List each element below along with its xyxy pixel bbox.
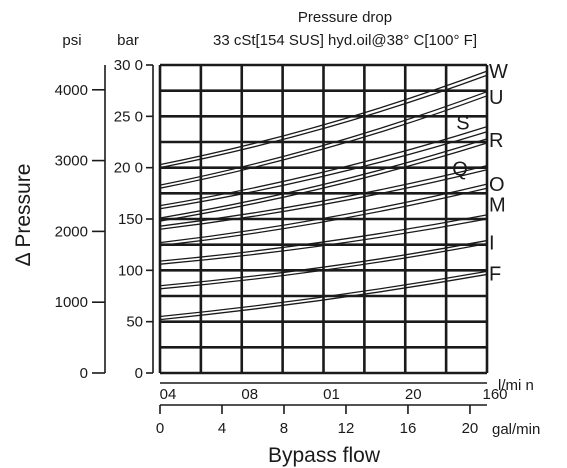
curve-O	[159, 183, 488, 244]
curve-R	[159, 138, 488, 219]
psi-tick-label: 3000	[55, 153, 88, 170]
curve-O	[159, 187, 488, 247]
bar-tick-label: 100	[118, 262, 143, 279]
chart-title: Pressure drop	[298, 9, 392, 26]
chart-subtitle: 33 cSt[154 SUS] hyd.oil@38° C[100° F]	[213, 32, 477, 49]
lpm-tick-label: 04	[160, 386, 177, 403]
curve-label-R: R	[489, 130, 503, 152]
curve-R	[159, 142, 488, 222]
x-axis-label: Bypass flow	[268, 444, 381, 467]
curve-label-M: M	[489, 195, 506, 217]
gpm-tick-label: 20	[462, 420, 479, 437]
curve-label-U: U	[489, 87, 503, 109]
curve-Q	[159, 164, 488, 227]
gpm-tick-label: 12	[338, 420, 355, 437]
gpm-tick-label: 16	[400, 420, 417, 437]
bar-axis-unit: bar	[117, 32, 139, 49]
curve-label-F: F	[489, 263, 501, 285]
gpm-tick-label: 0	[156, 420, 164, 437]
psi-tick-label: 2000	[55, 223, 88, 240]
curve-S	[159, 125, 488, 207]
psi-axis-unit: psi	[62, 32, 81, 49]
lpm-tick-label: 01	[323, 386, 340, 403]
curve-I	[159, 239, 488, 287]
curve-U	[159, 95, 488, 189]
curve-I	[159, 243, 488, 290]
curve-label-O: O	[489, 174, 505, 196]
curve-W	[159, 70, 488, 166]
curve-F	[159, 273, 488, 321]
curve-Q	[159, 169, 488, 230]
y-axis-label: Δ Pressure	[12, 164, 35, 267]
bar-tick-label: 25 0	[114, 108, 143, 125]
curve-F	[159, 270, 488, 318]
curve-label-W: W	[489, 61, 508, 83]
gpm-tick-label: 8	[280, 420, 288, 437]
pressure-curves	[159, 70, 488, 321]
curve-label-Q: Q	[452, 159, 468, 181]
lpm-tick-label: 160	[482, 386, 507, 403]
psi-tick-label: 1000	[55, 294, 88, 311]
lpm-tick-label: 20	[405, 386, 422, 403]
gpm-tick-label: 4	[218, 420, 226, 437]
lpm-axis-unit: l/mi n	[498, 377, 534, 394]
curve-W	[159, 74, 488, 169]
curve-M	[159, 218, 488, 265]
bar-tick-label: 150	[118, 211, 143, 228]
gpm-axis-unit: gal/min	[492, 421, 540, 438]
lpm-axis: 04 08 01 20 160	[160, 382, 508, 403]
bar-tick-label: 50	[126, 314, 143, 331]
psi-tick-label: 0	[80, 365, 88, 382]
curve-U	[159, 91, 488, 186]
bar-tick-label: 20 0	[114, 160, 143, 177]
curve-label-S: S	[456, 112, 469, 134]
gpm-axis: 0 4 8 12 16 20	[156, 404, 487, 437]
curve-M	[159, 214, 488, 262]
bar-tick-label: 0	[135, 365, 143, 382]
bar-tick-label: 30 0	[114, 57, 143, 74]
bar-axis: 0 50 100 150 20 0 25 0 30 0	[114, 57, 154, 382]
psi-axis: 0 1000 2000 3000 4000	[55, 65, 106, 382]
curve-label-I: I	[489, 233, 495, 255]
psi-tick-label: 4000	[55, 82, 88, 99]
curve-S	[159, 131, 488, 210]
lpm-tick-label: 08	[241, 386, 258, 403]
